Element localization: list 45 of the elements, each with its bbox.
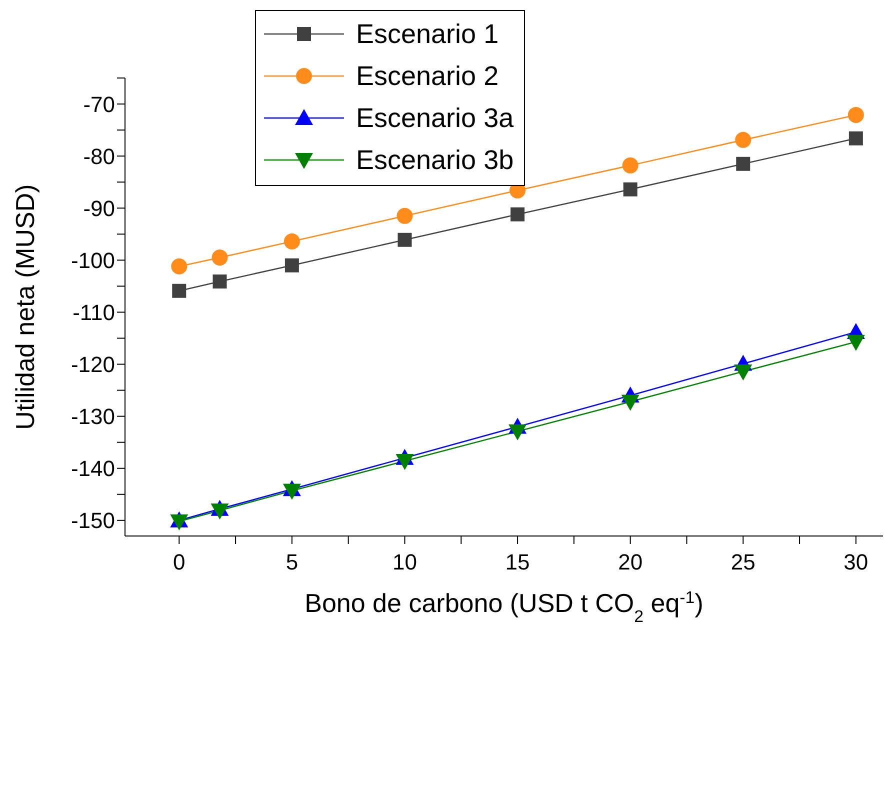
point [284,233,300,250]
point [212,274,227,288]
y-tick-label: -130 [70,404,115,430]
point [282,484,301,500]
point [508,424,527,440]
point [736,156,750,171]
x-tick-label: 30 [844,550,868,575]
point [172,284,186,298]
x-axis-title: Bono de carbono (USD t CO$_{2}$ eq$^{-1}$) [304,588,704,626]
point [621,394,640,411]
point [396,208,413,224]
x-tick-label: 25 [730,550,756,575]
point [510,207,525,222]
point [846,334,865,351]
point [734,364,752,381]
x-tick-label: 15 [505,550,530,575]
y-tick-label: -150 [70,508,115,534]
point [396,454,414,470]
legend-label: Escenario 3a [356,102,514,134]
point [735,132,752,148]
y-tick-label: -110 [72,300,115,326]
point [848,106,864,123]
point [210,504,229,520]
legend-label: Escenario 2 [356,60,499,92]
point [623,182,638,196]
y-tick-label: -140 [70,456,115,482]
point [170,514,188,530]
y-tick-label: -100 [70,248,115,273]
x-tick-label: 10 [392,550,417,575]
point [171,258,188,274]
y-tick-label: -90 [83,196,115,221]
point [212,250,228,266]
point [398,232,412,247]
y-tick-label: -70 [83,92,115,117]
point [284,258,299,272]
legend-label: Escenario 1 [356,18,499,50]
x-tick-label: 0 [173,550,186,575]
y-tick-label: -80 [83,144,115,169]
y-tick-label: -120 [70,352,115,378]
x-tick-label: 5 [286,550,298,575]
point [848,131,863,146]
point [622,157,638,174]
y-axis-title: Utilidad neta (MUSD) [10,184,40,430]
x-tick-label: 20 [618,550,643,575]
legend-label: Escenario 3b [356,144,514,176]
